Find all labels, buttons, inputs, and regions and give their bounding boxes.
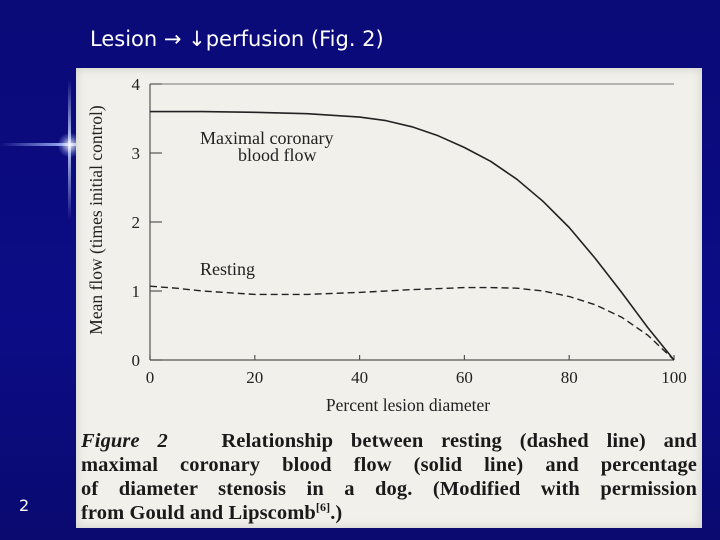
caption-line-1: Figure 2 Relationship between resting (d…: [81, 429, 697, 453]
y-tick-label: 0: [132, 351, 141, 370]
y-axis-label: Mean flow (times initial control): [86, 105, 106, 335]
slide-number: 2: [19, 496, 30, 515]
caption-line-3: of diameter stenosis in a dog. (Modified…: [81, 478, 697, 500]
y-tick-label: 2: [132, 213, 141, 232]
caption-line-4-text: from Gould and Lipscomb: [81, 502, 316, 524]
resting-flow-line: [149, 285, 675, 361]
figure-caption: Figure 2 Relationship between resting (d…: [81, 429, 697, 525]
maximal-flow-label: blood flow: [238, 145, 317, 165]
caption-figure-label: Figure 2: [81, 430, 168, 452]
x-tick-label: 100: [661, 368, 687, 387]
maximal-flow-label: Maximal coronary: [200, 128, 333, 148]
x-tick-label: 40: [351, 368, 368, 387]
y-tick-label: 4: [132, 75, 141, 94]
y-tick-label: 3: [132, 144, 141, 163]
maximal-flow-line: [150, 110, 675, 361]
caption-line-4: from Gould and Lipscomb[6].): [81, 501, 697, 525]
x-tick-label: 0: [146, 368, 155, 387]
caption-line-1-text: Relationship between resting (dashed lin…: [221, 430, 697, 452]
y-tick-label: 1: [132, 282, 141, 301]
caption-reference: [6]: [315, 500, 331, 515]
figure-panel: 0 1 2 3 4 0 20 40 60 80 100 Percent lesion diameter…: [76, 68, 702, 528]
caption-line-4-end: .): [330, 502, 343, 524]
slide-title: Lesion → ↓perfusion (Fig. 2): [90, 27, 384, 51]
x-tick-label: 80: [561, 368, 578, 387]
x-tick-label: 60: [456, 368, 473, 387]
x-axis-label: Percent lesion diameter: [326, 395, 490, 415]
x-tick-label: 20: [246, 368, 263, 387]
caption-line-2: maximal coronary blood flow (solid line)…: [81, 454, 697, 476]
resting-flow-label: Resting: [200, 259, 255, 279]
